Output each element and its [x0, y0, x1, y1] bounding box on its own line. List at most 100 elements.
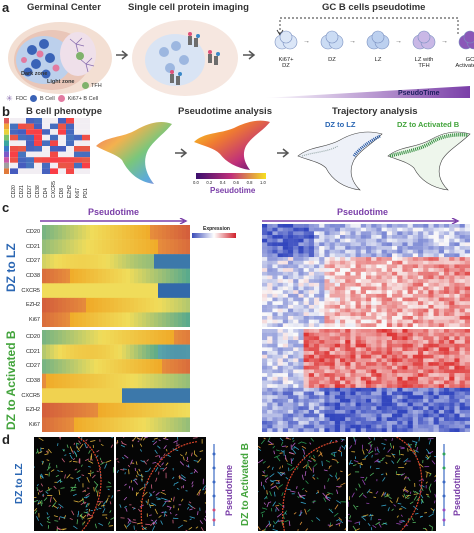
cell-heatmap-cell: [267, 373, 273, 378]
cell-heatmap-cell: [288, 290, 294, 295]
cell-heatmap-cell: [371, 319, 377, 324]
heatmap-cell: [82, 140, 90, 146]
cell-heatmap-cell: [459, 279, 465, 284]
smooth-cell: [102, 417, 107, 432]
cell-heatmap-cell: [392, 308, 398, 313]
cell-heatmap-cell: [423, 332, 429, 337]
cell-heatmap-cell: [267, 402, 273, 407]
cell-heatmap-cell: [288, 297, 294, 302]
cell-heatmap-cell: [381, 224, 387, 228]
cell-heatmap-cell: [298, 323, 304, 327]
cell-heatmap-cell: [272, 246, 278, 250]
cell-heatmap-cell: [449, 376, 455, 381]
cell-heatmap-cell: [402, 315, 408, 320]
cell-heatmap-cell: [366, 424, 372, 429]
marker-label: CD20: [11, 185, 17, 198]
cell-heatmap-cell: [454, 402, 460, 407]
cell-heatmap-cell: [397, 376, 403, 381]
heatmap-cell: [58, 118, 66, 124]
cell-heatmap-cell: [412, 260, 419, 265]
smooth-cell: [178, 373, 183, 389]
smooth-cell: [178, 388, 183, 404]
cell-heatmap-cell: [350, 398, 356, 403]
smooth-cell: [42, 283, 47, 299]
cell-heatmap-cell: [324, 376, 330, 381]
cell-heatmap-cell: [428, 413, 434, 418]
cluster-swatch: [4, 157, 9, 163]
smooth-cell: [54, 388, 59, 404]
smooth-cell: [126, 268, 131, 284]
cell-heatmap-cell: [402, 332, 408, 337]
cell-heatmap-cell: [423, 224, 429, 228]
cell-heatmap-cell: [293, 297, 299, 302]
cell-heatmap-cell: [340, 384, 346, 389]
cell-heatmap-cell: [407, 332, 413, 337]
cell-heatmap-cell: [324, 304, 330, 309]
colorbar-tick: 0.2: [206, 180, 213, 185]
cell-heatmap-cell: [277, 297, 283, 302]
cell-heatmap-cell: [345, 380, 351, 385]
smooth-cell: [98, 225, 103, 240]
cell-heatmap-cell: [345, 424, 351, 429]
cell-heatmap-cell: [464, 343, 470, 348]
cell-heatmap-cell: [303, 293, 309, 298]
cell-heatmap-cell: [298, 290, 304, 295]
cell-heatmap-cell: [444, 376, 450, 381]
cell-heatmap-cell: [464, 301, 470, 306]
cell-heatmap-cell: [381, 249, 387, 254]
cell-heatmap-cell: [345, 242, 351, 247]
cell-heatmap-cell: [454, 319, 460, 324]
smooth-cell: [122, 417, 127, 432]
cell-heatmap-cell: [277, 391, 283, 396]
cell-heatmap-cell: [376, 391, 382, 396]
cell-heatmap-cell: [319, 260, 325, 265]
cell-heatmap-cell: [366, 312, 372, 317]
cell-heatmap-cell: [334, 238, 341, 243]
cell-heatmap-cell: [293, 402, 299, 407]
cell-heatmap-cell: [329, 279, 335, 284]
cell-heatmap-cell: [412, 373, 419, 378]
cell-heatmap-cell: [360, 301, 367, 306]
cell-heatmap-cell: [438, 315, 445, 320]
cell-heatmap-cell: [277, 351, 283, 355]
smooth-cell: [66, 254, 71, 269]
cell-heatmap-cell: [418, 293, 424, 298]
smooth-cell: [170, 373, 175, 389]
cell-heatmap-cell: [381, 260, 387, 265]
cell-heatmap-cell: [340, 224, 346, 228]
smooth-cell: [110, 388, 115, 404]
smooth-cell: [130, 359, 135, 374]
cell-heatmap-cell: [464, 428, 470, 432]
cell-heatmap-cell: [433, 343, 439, 348]
cell-heatmap-cell: [402, 249, 408, 254]
cell-heatmap-cell: [303, 428, 309, 432]
cell-heatmap-cell: [381, 264, 387, 269]
cell-heatmap-cell: [423, 391, 429, 396]
cell-heatmap-cell: [428, 343, 434, 348]
cell-heatmap-cell: [454, 242, 460, 247]
pseudotime-d-right-label: Pseudotime: [452, 464, 462, 516]
cell-heatmap-cell: [402, 402, 408, 407]
cell-heatmap-cell: [428, 271, 434, 276]
cell-heatmap-cell: [412, 323, 419, 327]
cell-heatmap-cell: [433, 424, 439, 429]
cell-heatmap-cell: [376, 428, 382, 432]
pseudotime-right-arrow: [262, 218, 460, 224]
cell-heatmap-cell: [407, 279, 413, 284]
arrow-icon: [243, 50, 256, 60]
cell-heatmap-cell: [438, 279, 445, 284]
cell-heatmap-cell: [298, 380, 304, 385]
cell-heatmap-cell: [392, 253, 398, 258]
heatmap-cell: [26, 123, 34, 130]
cell-heatmap-cell: [314, 391, 320, 396]
smooth-cell: [138, 312, 143, 327]
cell-heatmap-cell: [350, 332, 356, 337]
cell-heatmap-cell: [334, 332, 341, 337]
cell-heatmap-cell: [324, 391, 330, 396]
cell-heatmap-cell: [412, 312, 419, 317]
smooth-cell: [74, 388, 79, 404]
cell-heatmap-cell: [272, 260, 278, 265]
cell-heatmap-cell: [366, 395, 372, 400]
heatmap-cell: [50, 123, 58, 130]
cell-heatmap-cell: [454, 398, 460, 403]
